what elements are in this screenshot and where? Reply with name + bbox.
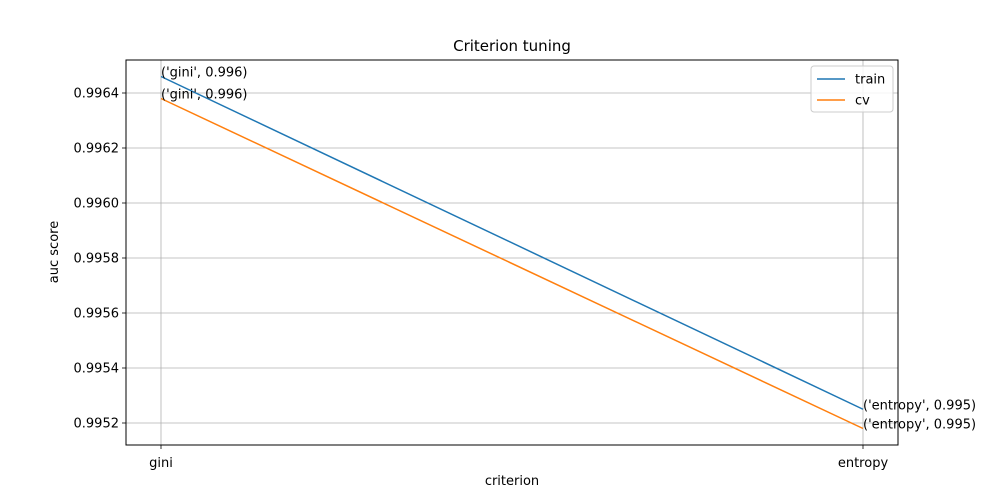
x-tick-label: entropy [838,456,889,471]
y-tick-label: 0.9956 [74,307,120,322]
y-tick-label: 0.9954 [74,362,120,377]
y-tick-label: 0.9962 [74,142,120,157]
point-label-cv: ('gini', 0.996) [161,88,248,103]
point-label-cv: ('entropy', 0.995) [863,418,976,433]
y-axis-label: auc score [47,221,62,283]
y-tick-label: 0.9960 [74,197,120,212]
x-axis-label: criterion [485,474,539,489]
point-label-train: ('gini', 0.996) [161,66,248,81]
y-tick-label: 0.9964 [74,87,120,102]
legend-label-train: train [855,73,885,88]
y-tick-label: 0.9958 [74,252,120,267]
legend-label-cv: cv [855,94,870,109]
chart-title: Criterion tuning [453,37,571,55]
legend: train cv [811,66,893,112]
x-tick-label: gini [149,456,173,471]
y-tick-label: 0.9952 [74,417,120,432]
point-label-train: ('entropy', 0.995) [863,398,976,413]
